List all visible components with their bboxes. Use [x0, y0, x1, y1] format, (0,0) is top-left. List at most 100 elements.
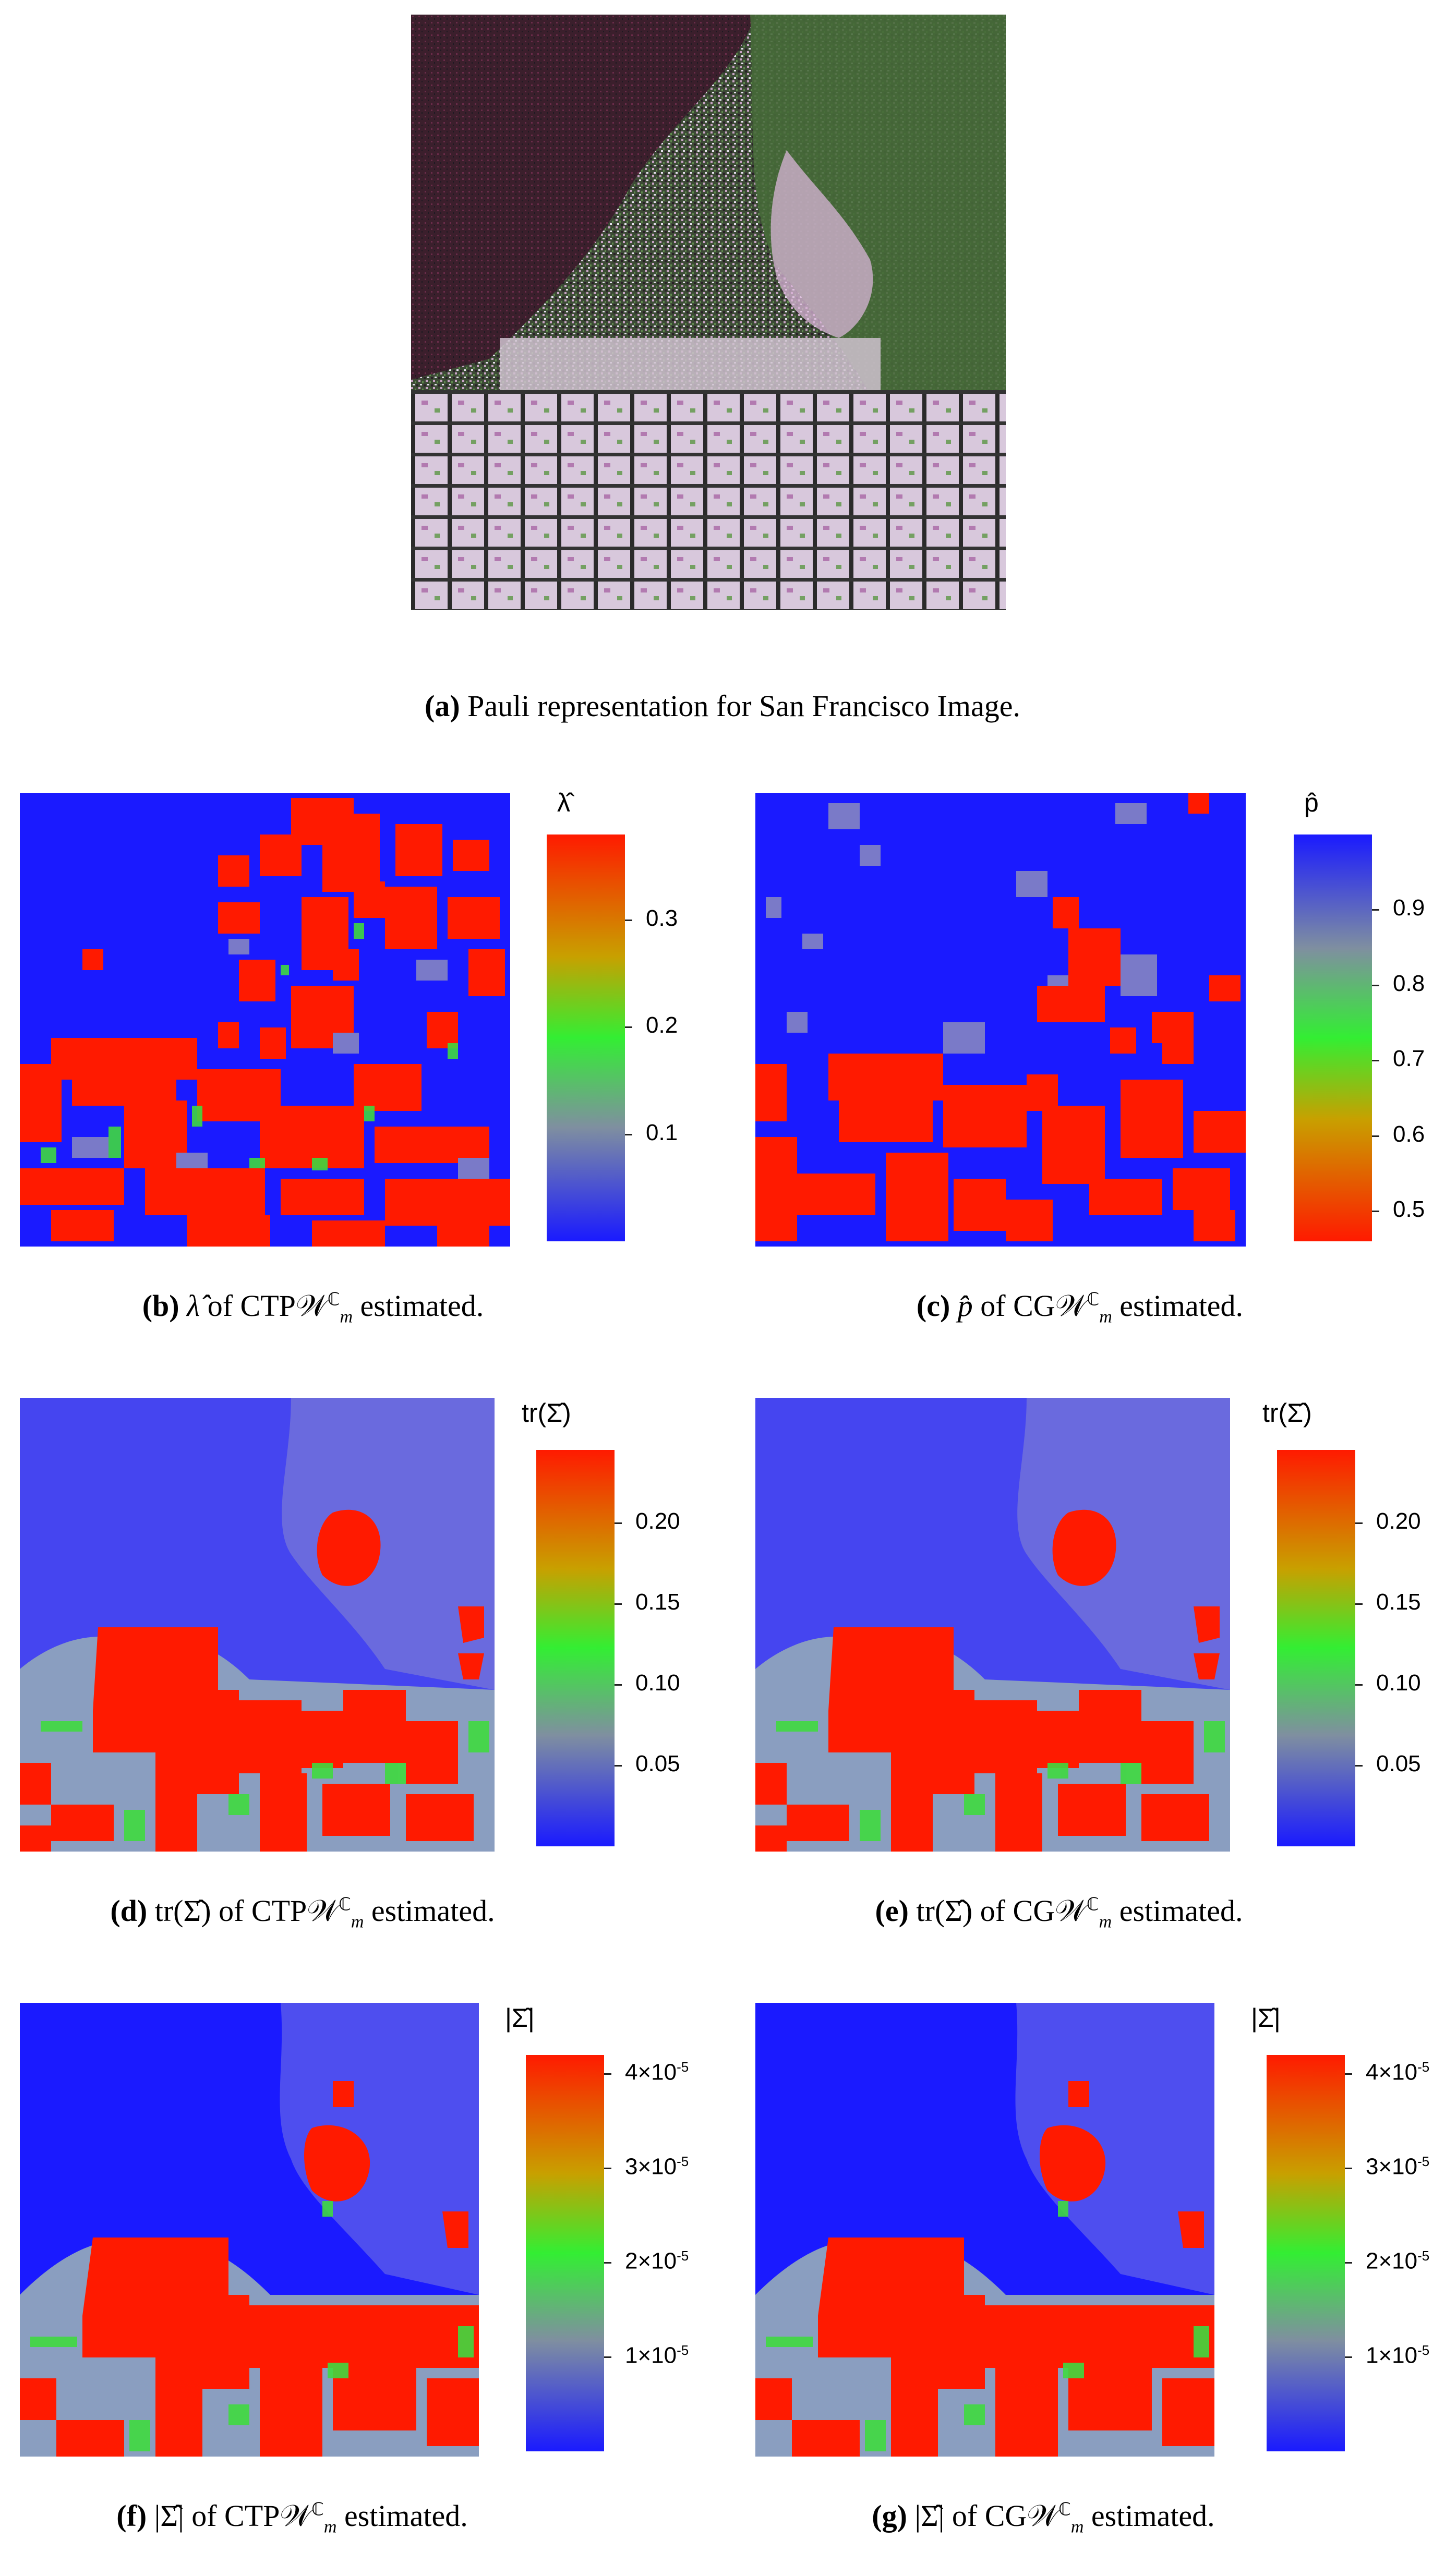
- colorbar-d-tick-mark: [615, 1684, 622, 1686]
- colorbar-d-tick-mark: [615, 1764, 622, 1767]
- pauli-sar-image: [411, 15, 1006, 610]
- p-map-c: [755, 793, 1246, 1247]
- caption-a-text: Pauli representation for San Francisco I…: [467, 689, 1020, 723]
- colorbar-c-tick-label: 0.5: [1393, 1196, 1425, 1223]
- colorbar-d-tick: 0.10: [635, 1670, 680, 1696]
- colorbar-g-tick-label: 3×10: [1366, 2154, 1418, 2180]
- colorbar-d-tick-mark: [615, 1522, 622, 1524]
- colorbar-g-tick-mark: [1345, 2356, 1352, 2359]
- colorbar-d-tick: 0.15: [635, 1589, 680, 1615]
- colorbar-c-tick-label: 0.7: [1393, 1046, 1425, 1072]
- caption-f-letter: (f): [116, 2499, 147, 2533]
- colorbar-e: [1277, 1450, 1355, 1846]
- colorbar-f-tick-exp: -5: [677, 2248, 689, 2264]
- colorbar-e-tick-mark: [1355, 1603, 1363, 1605]
- colorbar-f: [526, 2055, 604, 2451]
- caption-c-model-sub: m: [1099, 1307, 1112, 1327]
- caption-f-of: of: [191, 2499, 217, 2533]
- caption-e-model-sub: m: [1099, 1912, 1112, 1932]
- colorbar-g-tick-exp: -5: [1417, 2342, 1430, 2359]
- colorbar-g-tick-exp: -5: [1417, 2154, 1430, 2170]
- colorbar-f-tick-label: 2×10: [625, 2248, 677, 2274]
- colorbar-f-tick-label: 4×10: [625, 2059, 677, 2085]
- colorbar-c-tick: 0.8: [1393, 971, 1425, 997]
- colorbar-f-tick-label: 1×10: [625, 2342, 677, 2368]
- caption-f-model: CTP𝒲: [224, 2499, 312, 2533]
- colorbar-b-tick: 0.2: [646, 1012, 678, 1038]
- colorbar-f-tick-mark: [604, 2168, 611, 2170]
- caption-c-symbol: p̂: [957, 1289, 973, 1323]
- caption-d-model: CTP𝒲: [251, 1894, 339, 1928]
- colorbar-g-tick-label: 1×10: [1366, 2342, 1418, 2368]
- caption-f-model-sup: ℂ: [311, 2500, 324, 2520]
- colorbar-c-tick-label: 0.8: [1393, 970, 1425, 996]
- colorbar-f-tick: 4×10-5: [625, 2059, 689, 2086]
- colorbar-b-tick: 0.1: [646, 1120, 678, 1146]
- caption-c-of: of: [980, 1289, 1006, 1323]
- colorbar-g-tick-mark: [1345, 2262, 1352, 2264]
- colorbar-d-tick-label: 0.05: [635, 1750, 680, 1776]
- colorbar-d-tick: 0.20: [635, 1508, 680, 1534]
- caption-d: (d) tr(Σ̂) of CTP𝒲ℂm estimated.: [104, 1893, 501, 1932]
- colorbar-f-tick-exp: -5: [677, 2342, 689, 2359]
- caption-b-suffix: estimated.: [360, 1289, 484, 1323]
- colorbar-c-tick-label: 0.9: [1393, 895, 1425, 921]
- colorbar-f-tick: 1×10-5: [625, 2342, 689, 2369]
- colorbar-g-tick: 3×10-5: [1366, 2154, 1429, 2180]
- colorbar-b-tick-mark: [625, 1133, 632, 1135]
- colorbar-g-tick-exp: -5: [1417, 2059, 1430, 2075]
- colorbar-d-tick-label: 0.20: [635, 1508, 680, 1534]
- colorbar-e-tick: 0.15: [1376, 1589, 1421, 1615]
- colorbar-e-tick-mark: [1355, 1764, 1363, 1767]
- colorbar-c-tick-mark: [1372, 1211, 1379, 1213]
- caption-e-model: CG𝒲: [1013, 1894, 1087, 1928]
- colorbar-b-tick-label: 0.3: [646, 905, 678, 932]
- caption-f: (f) |Σ̂| of CTP𝒲ℂm estimated.: [94, 2498, 490, 2537]
- colorbar-c-tick-mark: [1372, 909, 1379, 911]
- colorbar-f-tick-exp: -5: [677, 2059, 689, 2075]
- colorbar-c-tick: 0.9: [1393, 895, 1425, 921]
- caption-d-model-sup: ℂ: [339, 1895, 351, 1915]
- colorbar-c-tick-mark: [1372, 1060, 1379, 1062]
- colorbar-g-tick: 4×10-5: [1366, 2059, 1429, 2086]
- caption-d-letter: (d): [110, 1894, 148, 1928]
- colorbar-e-title: tr(Σ̂): [1262, 1398, 1312, 1428]
- caption-g-model-sup: ℂ: [1058, 2500, 1071, 2520]
- colorbar-g-title: |Σ̂|: [1251, 2003, 1281, 2033]
- colorbar-e-tick: 0.20: [1376, 1508, 1421, 1534]
- colorbar-c-title: p̂: [1304, 788, 1319, 817]
- lambda-map-b: [20, 793, 510, 1247]
- caption-b-model-sup: ℂ: [327, 1290, 340, 1310]
- caption-a-letter: (a): [425, 689, 460, 723]
- caption-e: (e) tr(Σ̂) of CG𝒲ℂm estimated.: [861, 1893, 1257, 1932]
- caption-e-model-sup: ℂ: [1086, 1895, 1099, 1915]
- colorbar-g-tick-mark: [1345, 2073, 1352, 2075]
- caption-e-symbol: tr(Σ̂): [916, 1894, 973, 1928]
- colorbar-b-tick-label: 0.2: [646, 1012, 678, 1038]
- colorbar-e-tick-mark: [1355, 1522, 1363, 1524]
- colorbar-g: [1267, 2055, 1345, 2451]
- colorbar-d-tick-label: 0.10: [635, 1670, 680, 1696]
- caption-b-symbol: λ̂: [187, 1289, 200, 1323]
- caption-g-model: CG𝒲: [984, 2499, 1059, 2533]
- colorbar-b: [547, 835, 625, 1241]
- colorbar-g-tick-label: 4×10: [1366, 2059, 1418, 2085]
- colorbar-c-tick: 0.7: [1393, 1046, 1425, 1072]
- caption-b-of: of: [207, 1289, 233, 1323]
- det-map-g: [755, 2003, 1214, 2457]
- caption-b-letter: (b): [142, 1289, 179, 1323]
- caption-d-of: of: [219, 1894, 244, 1928]
- caption-g-of: of: [952, 2499, 978, 2533]
- colorbar-f-tick-exp: -5: [677, 2154, 689, 2170]
- colorbar-e-tick: 0.05: [1376, 1751, 1421, 1777]
- trace-map-d: [20, 1398, 495, 1852]
- colorbar-f-tick-mark: [604, 2073, 611, 2075]
- caption-d-model-sub: m: [351, 1912, 364, 1932]
- colorbar-e-tick-mark: [1355, 1684, 1363, 1686]
- colorbar-c-tick-label: 0.6: [1393, 1121, 1425, 1147]
- caption-g-letter: (g): [872, 2499, 907, 2533]
- colorbar-g-tick: 1×10-5: [1366, 2342, 1429, 2369]
- colorbar-b-tick-mark: [625, 1026, 632, 1029]
- colorbar-d: [536, 1450, 615, 1846]
- colorbar-d-title: tr(Σ̂): [522, 1398, 571, 1428]
